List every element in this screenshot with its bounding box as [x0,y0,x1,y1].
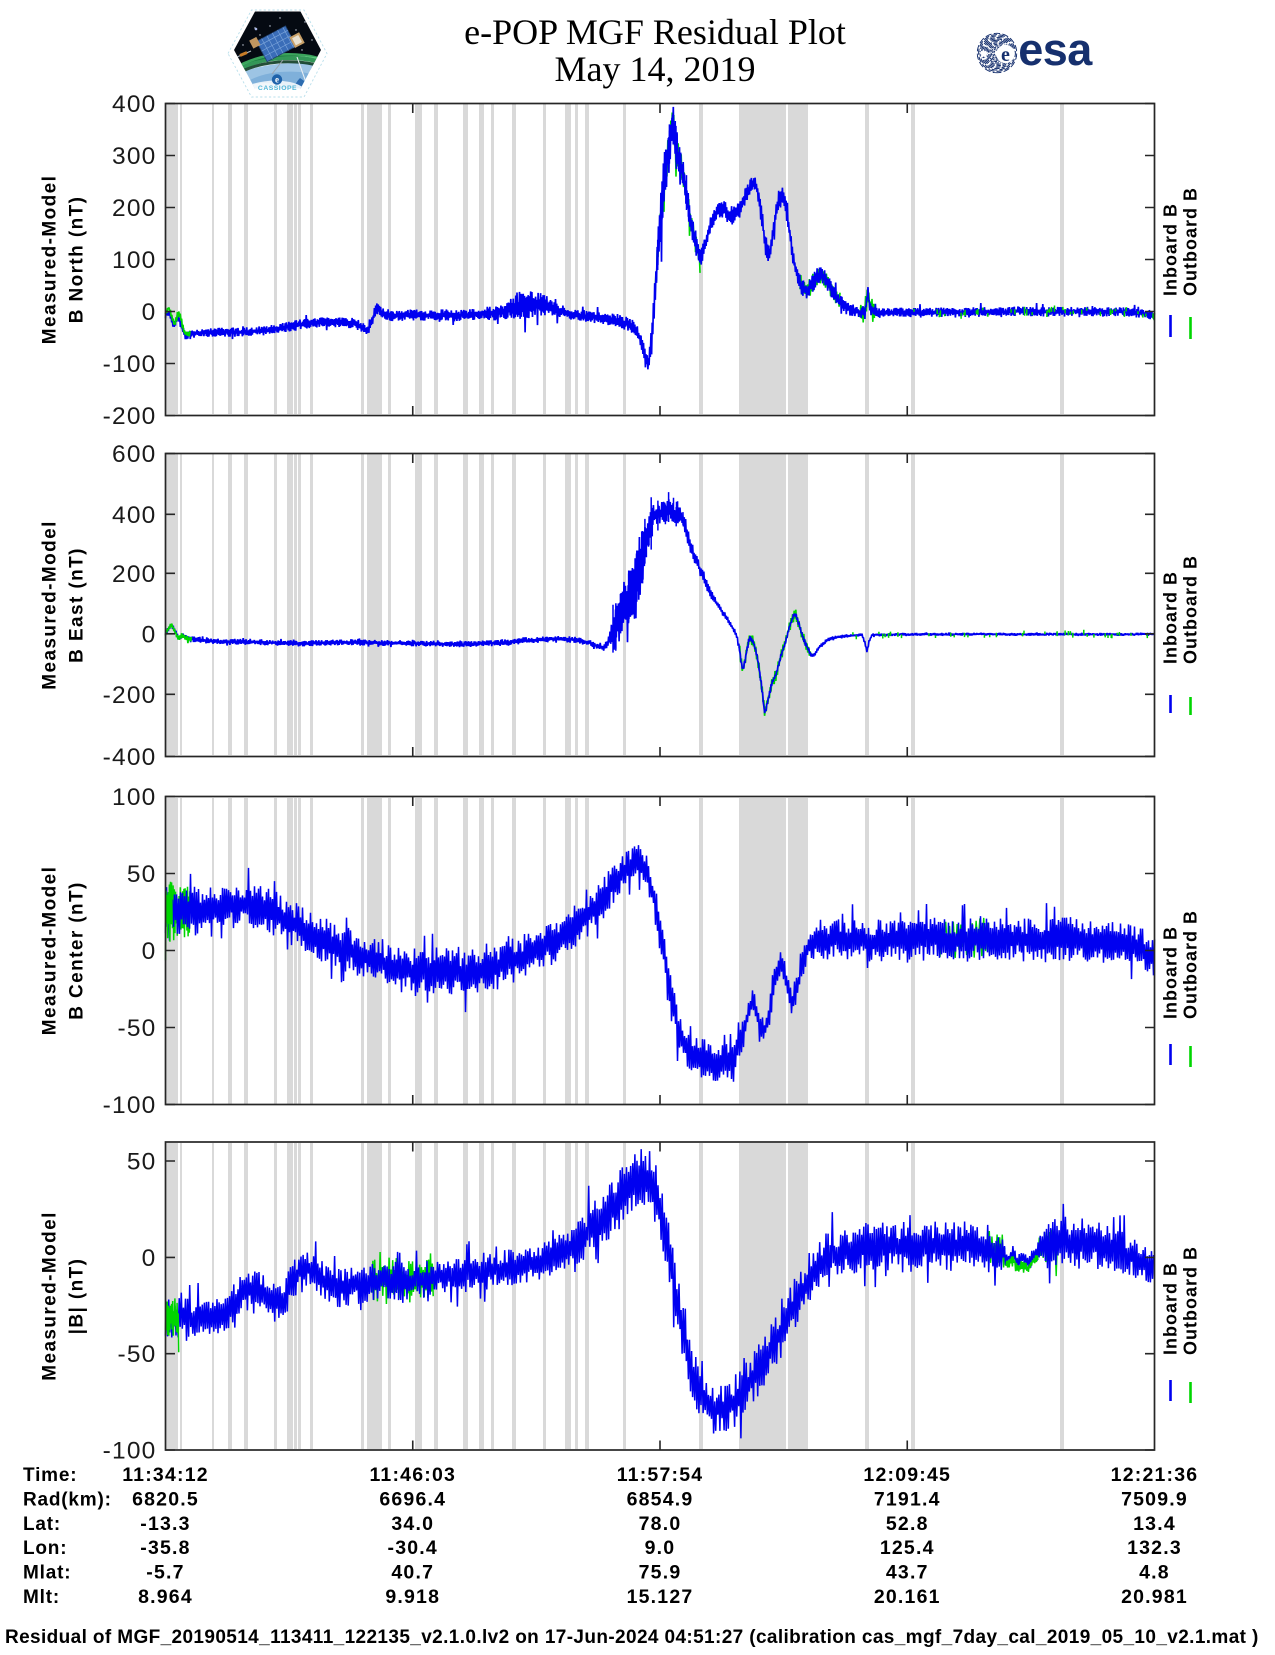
svg-text:Lat:: Lat: [23,1514,61,1535]
svg-text:Mlt:: Mlt: [23,1587,60,1608]
svg-text:100: 100 [112,784,156,811]
svg-text:Measured-Model: Measured-Model [40,1211,61,1381]
svg-text:-200: -200 [103,682,157,709]
svg-text:132.3: 132.3 [1127,1537,1182,1559]
svg-text:B North (nT): B North (nT) [67,196,88,324]
svg-text:300: 300 [112,143,156,170]
svg-text:20.161: 20.161 [874,1586,941,1608]
svg-text:200: 200 [112,561,156,588]
svg-text:-5.7: -5.7 [146,1562,184,1584]
svg-text:Lon:: Lon: [23,1538,67,1559]
svg-text:15.127: 15.127 [627,1586,694,1608]
svg-text:50: 50 [127,861,157,888]
svg-text:12:21:36: 12:21:36 [1111,1464,1199,1486]
svg-text:6820.5: 6820.5 [132,1489,199,1511]
svg-text:Outboard B: Outboard B [1181,1246,1201,1355]
svg-text:20.981: 20.981 [1121,1586,1188,1608]
svg-text:e: e [275,75,279,85]
svg-text:e-POP MGF Residual Plot: e-POP MGF Residual Plot [464,12,846,52]
svg-text:Outboard B: Outboard B [1181,555,1201,664]
svg-text:Measured-Model: Measured-Model [40,175,61,345]
svg-text:-13.3: -13.3 [140,1513,190,1535]
svg-text:-100: -100 [103,351,157,378]
svg-text:8.964: 8.964 [138,1586,193,1608]
svg-text:9.0: 9.0 [645,1537,676,1559]
svg-text:200: 200 [112,195,156,222]
svg-text:CASSIOPE: CASSIOPE [258,85,297,92]
svg-text:7509.9: 7509.9 [1121,1489,1188,1511]
svg-text:100: 100 [112,247,156,274]
svg-text:Inboard B: Inboard B [1161,926,1181,1019]
svg-text:Inboard B: Inboard B [1161,1262,1181,1355]
svg-text:400: 400 [112,91,156,118]
svg-text:43.7: 43.7 [886,1562,929,1584]
svg-text:esa: esa [1018,24,1093,75]
svg-text:0: 0 [142,938,157,965]
svg-text:0: 0 [142,1245,157,1272]
svg-text:Inboard B: Inboard B [1161,571,1181,664]
svg-text:75.9: 75.9 [639,1562,682,1584]
svg-text:4.8: 4.8 [1139,1562,1170,1584]
svg-text:11:34:12: 11:34:12 [122,1464,209,1486]
svg-text:40.7: 40.7 [391,1562,434,1584]
svg-text:50: 50 [127,1149,157,1176]
svg-text:|B| (nT): |B| (nT) [67,1258,88,1335]
svg-text:-200: -200 [103,403,157,430]
svg-text:-35.8: -35.8 [140,1537,190,1559]
svg-text:Outboard B: Outboard B [1181,187,1201,296]
svg-text:e: e [1001,44,1010,66]
svg-text:52.8: 52.8 [886,1513,929,1535]
svg-text:Rad(km):: Rad(km): [23,1490,112,1511]
svg-text:9.918: 9.918 [385,1586,440,1608]
svg-text:B Center (nT): B Center (nT) [67,881,88,1020]
svg-text:11:46:03: 11:46:03 [369,1464,456,1486]
svg-text:Measured-Model: Measured-Model [40,866,61,1036]
svg-text:13.4: 13.4 [1133,1513,1176,1535]
svg-text:6854.9: 6854.9 [627,1489,694,1511]
svg-text:400: 400 [112,502,156,529]
svg-text:0: 0 [142,621,157,648]
svg-text:-100: -100 [103,1438,157,1465]
svg-text:Residual of MGF_20190514_11341: Residual of MGF_20190514_113411_122135_v… [5,1627,1259,1648]
svg-text:6696.4: 6696.4 [379,1489,446,1511]
svg-text:Mlat:: Mlat: [23,1563,71,1584]
svg-text:-50: -50 [117,1015,156,1042]
svg-text:0: 0 [142,299,157,326]
svg-text:Outboard B: Outboard B [1181,910,1201,1019]
svg-text:B East (nT): B East (nT) [67,547,88,663]
svg-text:78.0: 78.0 [639,1513,682,1535]
svg-text:Time:: Time: [23,1465,77,1486]
svg-text:-30.4: -30.4 [388,1537,438,1559]
svg-text:34.0: 34.0 [391,1513,434,1535]
svg-text:Inboard B: Inboard B [1161,203,1181,296]
svg-text:May 14, 2019: May 14, 2019 [555,49,756,89]
svg-text:7191.4: 7191.4 [874,1489,941,1511]
svg-text:125.4: 125.4 [880,1537,935,1559]
svg-text:11:57:54: 11:57:54 [617,1464,704,1486]
svg-text:-50: -50 [117,1341,156,1368]
svg-text:Measured-Model: Measured-Model [40,520,61,690]
svg-text:600: 600 [112,441,156,468]
svg-text:12:09:45: 12:09:45 [863,1464,951,1486]
svg-text:-400: -400 [103,744,157,771]
svg-text:-100: -100 [103,1092,157,1119]
